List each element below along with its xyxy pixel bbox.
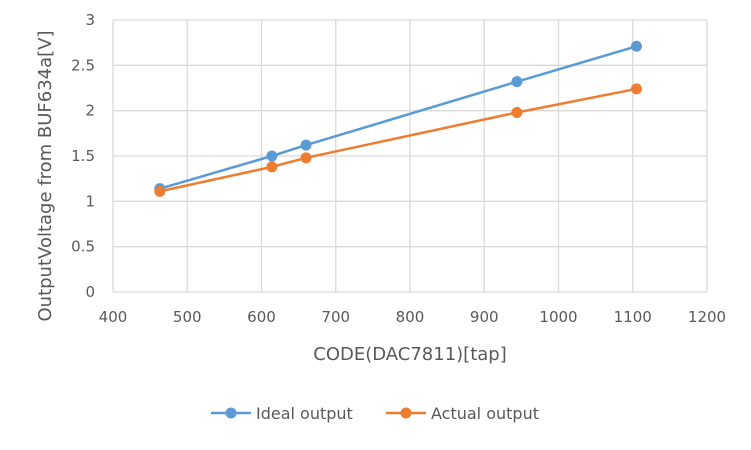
x-tick-label: 1200 <box>688 308 726 326</box>
data-point <box>630 40 642 52</box>
y-tick-label: 1 <box>85 192 95 210</box>
data-point <box>154 185 166 197</box>
y-tick-label: 1.5 <box>71 147 95 165</box>
legend-marker <box>225 407 237 419</box>
x-tick-label: 400 <box>99 308 128 326</box>
data-point <box>266 150 278 162</box>
y-axis-label: OutputVoltage from BUF634a[V] <box>35 31 56 322</box>
legend-label: Actual output <box>431 404 539 423</box>
data-point <box>630 83 642 95</box>
x-tick-label: 500 <box>173 308 202 326</box>
x-tick-label: 1100 <box>614 308 652 326</box>
series-line <box>159 45 637 190</box>
y-tick-label: 2.5 <box>71 56 95 74</box>
y-tick-label: 2 <box>85 102 95 120</box>
x-tick-label: 700 <box>321 308 350 326</box>
x-tick-label: 1000 <box>539 308 577 326</box>
y-tick-label: 3 <box>85 11 95 29</box>
x-tick-label: 900 <box>470 308 499 326</box>
legend: Ideal output Actual output <box>211 404 539 423</box>
y-tick-label: 0.5 <box>71 238 95 256</box>
legend-marker <box>400 407 412 419</box>
data-point <box>300 139 312 151</box>
data-point <box>300 152 312 164</box>
data-point <box>511 76 523 88</box>
x-tick-label: 800 <box>396 308 425 326</box>
data-point <box>266 161 278 173</box>
legend-label: Ideal output <box>256 404 353 423</box>
x-axis-label: CODE(DAC7811)[tap] <box>313 344 507 365</box>
y-tick-label: 0 <box>85 283 95 301</box>
x-tick-label: 600 <box>247 308 276 326</box>
data-point <box>511 106 523 118</box>
series-line <box>159 87 637 193</box>
